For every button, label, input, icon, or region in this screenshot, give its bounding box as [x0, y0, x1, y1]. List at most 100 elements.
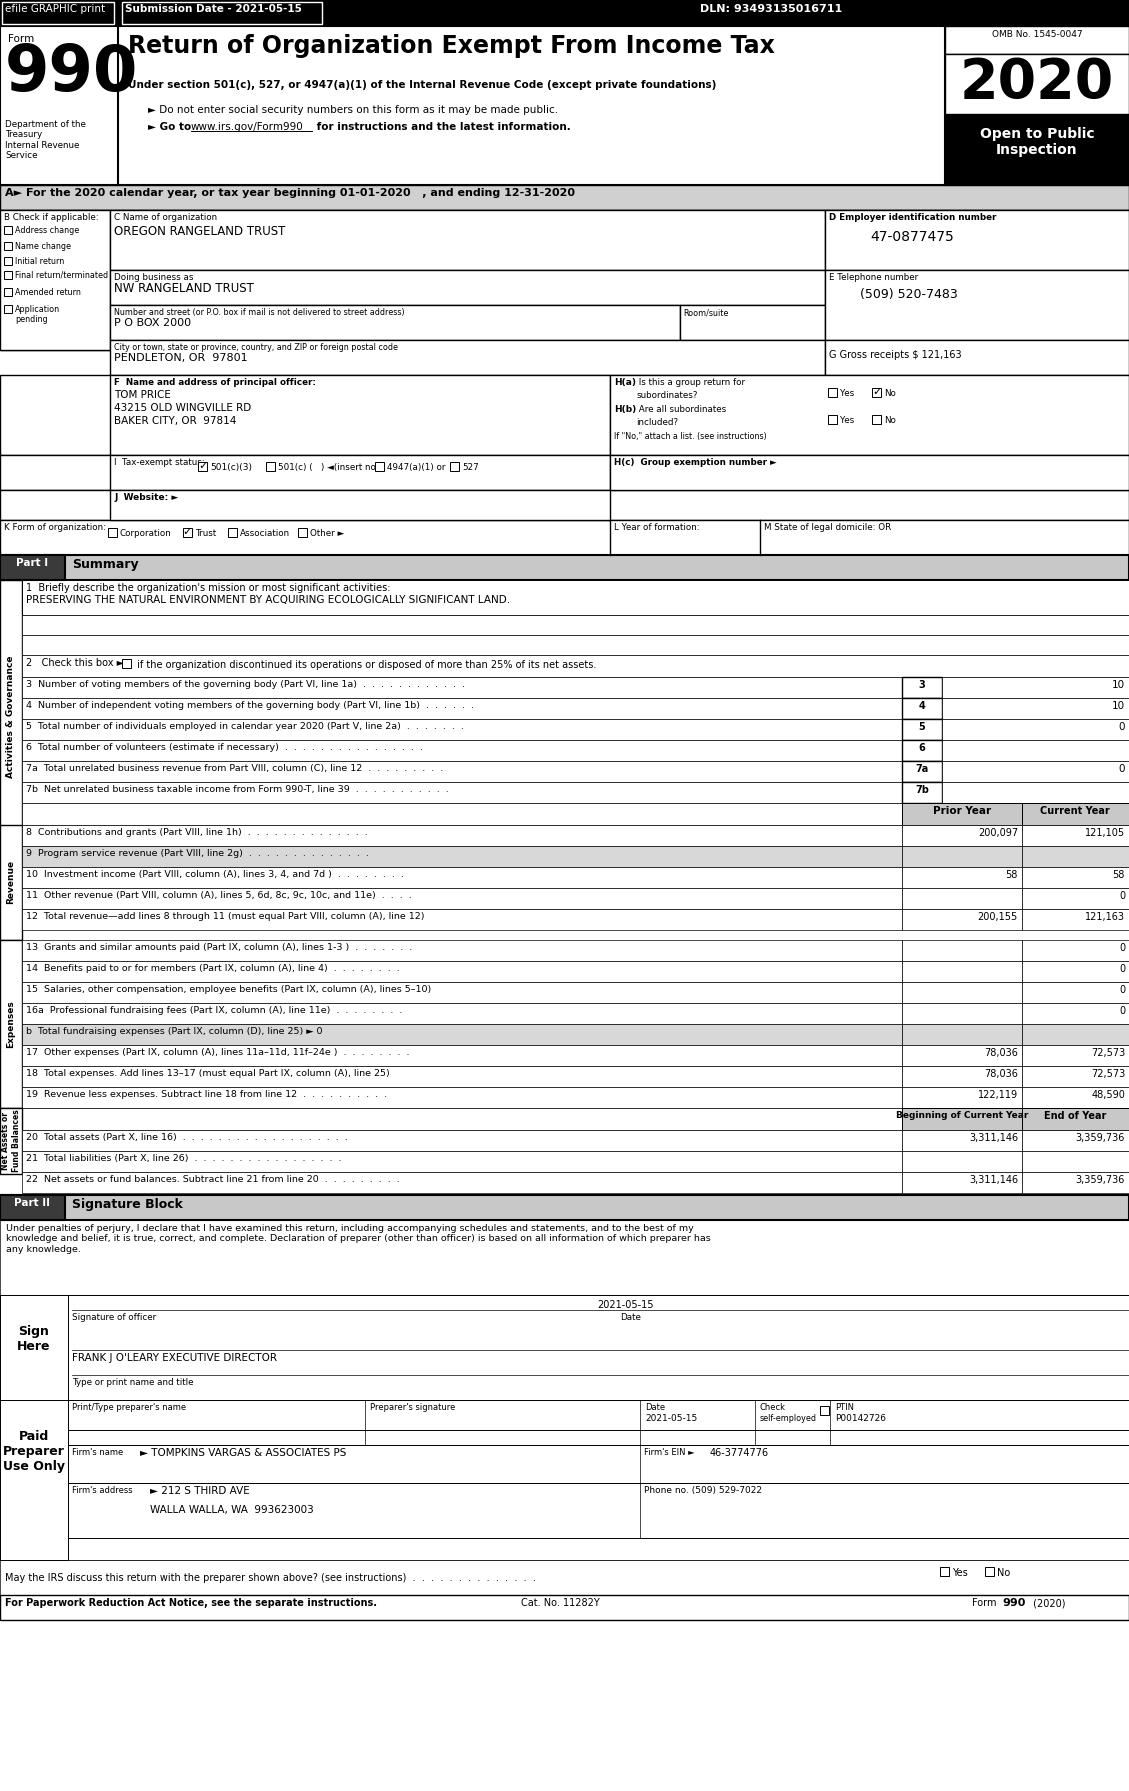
Text: efile GRAPHIC print: efile GRAPHIC print: [5, 4, 105, 14]
Text: 58: 58: [1112, 870, 1124, 879]
Text: J  Website: ►: J Website: ►: [114, 493, 178, 501]
Text: For Paperwork Reduction Act Notice, see the separate instructions.: For Paperwork Reduction Act Notice, see …: [5, 1598, 377, 1608]
Text: Prior Year: Prior Year: [933, 806, 991, 817]
Text: ► Do not enter social security numbers on this form as it may be made public.: ► Do not enter social security numbers o…: [148, 106, 558, 115]
Text: Application
pending: Application pending: [15, 304, 60, 324]
Text: Submission Date - 2021-05-15: Submission Date - 2021-05-15: [125, 4, 301, 14]
Bar: [21, 1024, 902, 1044]
Text: 0: 0: [1119, 985, 1124, 996]
Text: www.irs.gov/Form990: www.irs.gov/Form990: [191, 122, 304, 133]
Text: Cat. No. 11282Y: Cat. No. 11282Y: [520, 1598, 599, 1608]
Text: 2   Check this box ►: 2 Check this box ►: [26, 657, 124, 668]
Bar: [902, 718, 942, 740]
Text: 18  Total expenses. Add lines 13–17 (must equal Part IX, column (A), line 25): 18 Total expenses. Add lines 13–17 (must…: [26, 1069, 390, 1078]
Text: PTIN: PTIN: [835, 1402, 854, 1411]
Bar: [942, 677, 1129, 698]
Text: 15  Salaries, other compensation, employee benefits (Part IX, column (A), lines : 15 Salaries, other compensation, employe…: [26, 985, 431, 994]
Bar: [21, 1044, 902, 1066]
Bar: [984, 1567, 994, 1576]
Bar: [110, 340, 825, 374]
Bar: [1022, 802, 1129, 826]
Text: 12  Total revenue—add lines 8 through 11 (must equal Part VIII, column (A), line: 12 Total revenue—add lines 8 through 11 …: [26, 912, 425, 921]
Text: b  Total fundraising expenses (Part IX, column (D), line 25) ► 0: b Total fundraising expenses (Part IX, c…: [26, 1026, 323, 1035]
Bar: [21, 740, 902, 761]
Bar: [680, 304, 825, 340]
Text: 4: 4: [919, 700, 926, 711]
Bar: [5, 256, 12, 265]
Text: Return of Organization Exempt From Income Tax: Return of Organization Exempt From Incom…: [128, 34, 774, 57]
Bar: [1022, 1044, 1129, 1066]
Bar: [902, 1044, 1022, 1066]
Bar: [21, 826, 902, 845]
Bar: [0, 1596, 1129, 1621]
Bar: [266, 462, 275, 471]
Text: ► TOMPKINS VARGAS & ASSOCIATES PS: ► TOMPKINS VARGAS & ASSOCIATES PS: [140, 1447, 347, 1458]
Text: FRANK J O'LEARY EXECUTIVE DIRECTOR: FRANK J O'LEARY EXECUTIVE DIRECTOR: [72, 1352, 277, 1363]
Bar: [122, 659, 131, 668]
Text: 19  Revenue less expenses. Subtract line 18 from line 12  .  .  .  .  .  .  .  .: 19 Revenue less expenses. Subtract line …: [26, 1091, 387, 1100]
Text: PRESERVING THE NATURAL ENVIRONMENT BY ACQUIRING ECOLOGICALLY SIGNIFICANT LAND.: PRESERVING THE NATURAL ENVIRONMENT BY AC…: [26, 595, 510, 605]
Text: Open to Public
Inspection: Open to Public Inspection: [980, 127, 1094, 158]
Text: No: No: [884, 416, 896, 424]
Text: Under penalties of perjury, I declare that I have examined this return, includin: Under penalties of perjury, I declare th…: [6, 1223, 711, 1254]
Bar: [21, 888, 902, 910]
Text: F  Name and address of principal officer:: F Name and address of principal officer:: [114, 378, 316, 387]
Bar: [1022, 910, 1129, 930]
Bar: [1022, 940, 1129, 962]
Text: End of Year: End of Year: [1044, 1110, 1106, 1121]
Bar: [1022, 1087, 1129, 1109]
Text: 3,359,736: 3,359,736: [1076, 1175, 1124, 1186]
Bar: [110, 270, 825, 304]
Text: L Year of formation:: L Year of formation:: [614, 523, 700, 532]
Bar: [902, 698, 942, 718]
Text: 2021-05-15: 2021-05-15: [645, 1415, 698, 1424]
Text: 3: 3: [919, 681, 926, 690]
Text: B Check if applicable:: B Check if applicable:: [5, 213, 98, 222]
Text: Check: Check: [760, 1402, 786, 1411]
Text: Print/Type preparer's name: Print/Type preparer's name: [72, 1402, 186, 1411]
Bar: [21, 867, 902, 888]
Bar: [828, 416, 837, 424]
Bar: [21, 1087, 902, 1109]
Bar: [21, 677, 902, 698]
Bar: [902, 1066, 1022, 1087]
Text: 3,311,146: 3,311,146: [969, 1134, 1018, 1143]
Text: Expenses: Expenses: [7, 999, 16, 1048]
Text: 78,036: 78,036: [984, 1048, 1018, 1058]
Bar: [21, 1130, 902, 1152]
Bar: [21, 614, 1129, 636]
Text: 13  Grants and similar amounts paid (Part IX, column (A), lines 1-3 )  .  .  .  : 13 Grants and similar amounts paid (Part…: [26, 944, 412, 953]
Bar: [610, 455, 1129, 491]
Text: 501(c)(3): 501(c)(3): [210, 464, 252, 473]
Text: OREGON RANGELAND TRUST: OREGON RANGELAND TRUST: [114, 226, 286, 238]
Bar: [0, 455, 1129, 491]
Text: Is this a group return for: Is this a group return for: [636, 378, 745, 387]
Text: Name change: Name change: [15, 242, 71, 251]
Bar: [21, 580, 1129, 614]
Bar: [902, 910, 1022, 930]
Text: P O BOX 2000: P O BOX 2000: [114, 319, 191, 328]
Text: ► Go to: ► Go to: [148, 122, 195, 133]
Bar: [0, 1220, 1129, 1295]
Bar: [0, 1295, 68, 1401]
Text: 10: 10: [1112, 681, 1124, 690]
Text: E Telephone number: E Telephone number: [829, 272, 918, 281]
Bar: [0, 27, 119, 184]
Bar: [2, 2, 114, 23]
Text: Yes: Yes: [840, 389, 855, 398]
Text: TOM PRICE: TOM PRICE: [114, 390, 170, 399]
Bar: [945, 54, 1129, 115]
Text: Part II: Part II: [14, 1198, 50, 1207]
Text: 2021-05-15: 2021-05-15: [597, 1300, 654, 1309]
Text: 990: 990: [5, 41, 139, 104]
Bar: [0, 1401, 68, 1560]
Bar: [21, 636, 1129, 656]
Text: 122,119: 122,119: [978, 1091, 1018, 1100]
Bar: [942, 740, 1129, 761]
Text: Department of the
Treasury
Internal Revenue
Service: Department of the Treasury Internal Reve…: [5, 120, 86, 159]
Text: Type or print name and title: Type or print name and title: [72, 1377, 193, 1386]
Text: (2020): (2020): [1030, 1598, 1066, 1608]
Text: 1  Briefly describe the organization's mission or most significant activities:: 1 Briefly describe the organization's mi…: [26, 584, 391, 593]
Bar: [21, 1066, 902, 1087]
Bar: [68, 1445, 1129, 1483]
